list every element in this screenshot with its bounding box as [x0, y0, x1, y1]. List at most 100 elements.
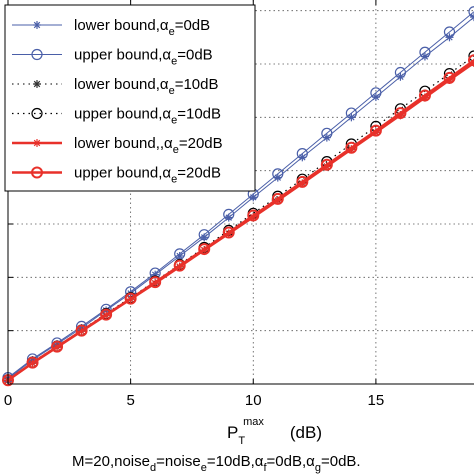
legend-entry-3: lower bound,αe=10dB — [12, 76, 219, 97]
series-2-point — [419, 46, 431, 58]
series-6-point — [443, 71, 456, 84]
legend-marker — [33, 139, 41, 147]
star-stroke — [323, 134, 331, 141]
caption-part-5: =0dB. — [321, 453, 361, 470]
x-tick-label: 5 — [126, 392, 134, 409]
legend-marker — [31, 107, 43, 120]
x-axis-label: PTmax (dB) — [227, 416, 322, 447]
legend-label-sub: e — [173, 144, 179, 156]
series-2-point — [223, 208, 235, 220]
series-6-point — [51, 340, 64, 353]
star-stroke — [33, 80, 41, 88]
series-6-point — [75, 324, 88, 337]
x-tick-label: 15 — [368, 392, 385, 409]
caption-sub-3: f — [263, 462, 267, 474]
legend-label: upper bound,αe=0dB — [74, 47, 213, 68]
legend-label: lower bound,αe=0dB — [74, 17, 210, 38]
series-2-point — [296, 148, 308, 160]
legend-marker — [33, 21, 41, 29]
legend-label-post: =10dB — [177, 106, 221, 123]
star-stroke — [274, 174, 282, 181]
series-2-point — [174, 248, 186, 260]
legend-label-post: =0dB — [175, 17, 210, 34]
series-2-point — [345, 107, 357, 119]
series-6-point — [418, 89, 431, 102]
series-1-point — [470, 13, 474, 22]
legend-label-pre: lower bound,α — [74, 76, 169, 93]
caption-part-1: M=20,noise — [72, 453, 150, 470]
x-tick-label: 10 — [245, 392, 262, 409]
legend-label: lower bound,,αe=20dB — [74, 135, 223, 156]
legend-label: lower bound,αe=10dB — [74, 76, 219, 97]
legend-entry-6: upper bound,αe=20dB — [12, 165, 221, 186]
x-axis-label-main: P — [227, 423, 238, 442]
legend-label-pre: upper bound,α — [74, 47, 171, 64]
legend-box — [4, 4, 256, 192]
star-stroke — [470, 13, 474, 18]
series-6-point — [149, 276, 162, 289]
series-2-point — [394, 66, 407, 79]
caption-sub-4: g — [315, 462, 321, 474]
series-2-point — [321, 127, 333, 139]
legend-label-pre: upper bound,α — [74, 106, 171, 123]
legend-entry-2: upper bound,αe=0dB — [12, 47, 213, 68]
series-6-point — [320, 158, 333, 171]
series-6-point — [247, 209, 260, 222]
caption-part-3: =10dB,α — [207, 453, 264, 470]
star-stroke — [372, 93, 380, 101]
legend-label: upper bound,αe=10dB — [74, 106, 221, 127]
x-tick-label: 0 — [4, 392, 12, 409]
series-2-point — [198, 229, 210, 241]
series-6-point — [468, 54, 474, 67]
series-6-point — [296, 175, 309, 188]
series-1-line — [7, 16, 474, 380]
legend-label-sub: e — [171, 115, 177, 127]
star-stroke — [33, 139, 41, 147]
caption-sub-2: e — [201, 462, 207, 474]
caption-part-2: =noise — [156, 453, 201, 470]
legend-label-post: =0dB — [177, 47, 212, 64]
series-6-point — [271, 192, 284, 205]
series-1-point — [322, 133, 331, 142]
caption-part-4: =0dB,α — [267, 453, 316, 470]
legend-marker — [31, 48, 43, 61]
legend-entry-5: lower bound,,αe=20dB — [12, 135, 223, 156]
legend-label-post: =20dB — [179, 135, 223, 152]
legend-label-pre: lower bound,,α — [74, 135, 173, 152]
x-axis-label-sup: max — [243, 416, 264, 428]
legend-label-sub: e — [171, 174, 177, 186]
legend-label-sub: e — [169, 26, 175, 38]
series-2-point — [468, 6, 474, 18]
star-stroke — [348, 114, 355, 121]
legend-label-pre: lower bound,α — [74, 17, 169, 34]
legend-entry-4: upper bound,αe=10dB — [12, 106, 221, 127]
series-6-point — [198, 243, 211, 256]
star-stroke — [33, 21, 41, 29]
tick-labels: 0 5 10 15 — [4, 0, 384, 409]
legend-label: upper bound,αe=20dB — [74, 165, 221, 186]
star-stroke — [397, 73, 404, 81]
legend-label-sub: e — [171, 56, 177, 68]
series-6-point — [124, 292, 137, 305]
series-6-point — [26, 356, 39, 369]
star-stroke — [299, 154, 306, 161]
legend-label-pre: upper bound,α — [74, 165, 171, 182]
caption: M=20,noised=noisee=10dB,αf=0dB,αg=0dB. — [72, 453, 361, 474]
series-6-point — [394, 107, 407, 120]
series-6-point — [345, 141, 358, 154]
series-6 — [2, 54, 474, 387]
series-6-point — [369, 124, 382, 137]
series-2-point — [443, 26, 456, 38]
series-6-point — [222, 226, 235, 239]
legend-label-sub: e — [169, 85, 175, 97]
legend-label-post: =20dB — [177, 165, 221, 182]
legend-label-post: =10dB — [175, 76, 219, 93]
legend-marker — [31, 166, 43, 179]
series-group — [2, 6, 474, 387]
series-2-point — [370, 87, 382, 99]
series-2-point — [272, 168, 284, 180]
star-stroke — [470, 16, 474, 21]
